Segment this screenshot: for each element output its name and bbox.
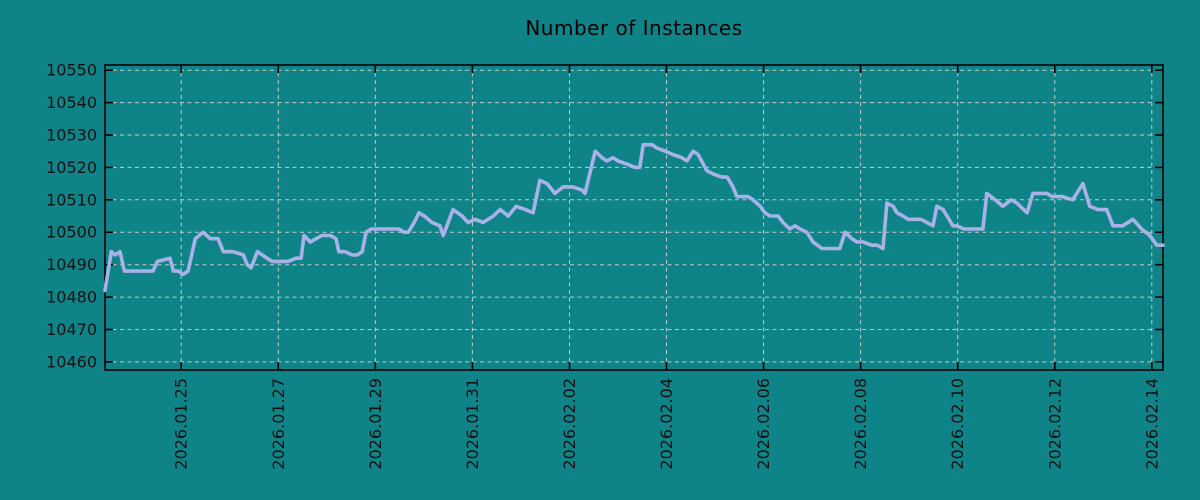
data-series-line <box>103 142 1165 293</box>
y-axis-tick-label: 10540 <box>46 93 97 112</box>
y-axis-tick-label: 10520 <box>46 158 97 177</box>
y-axis-tick-label: 10490 <box>46 255 97 274</box>
x-axis-tick-label: 2026.02.02 <box>560 378 579 470</box>
x-axis-tick-label: 2026.01.25 <box>172 378 191 470</box>
x-axis-tick-label: 2026.02.08 <box>851 378 870 470</box>
y-axis-tick-label: 10460 <box>46 352 97 371</box>
plot-frame <box>104 64 1164 371</box>
y-axis-tick-label: 10480 <box>46 288 97 307</box>
x-axis-tick-label: 2026.02.04 <box>657 378 676 470</box>
x-axis-tick-label: 2026.01.27 <box>269 378 288 470</box>
x-axis-tick-label: 2026.02.12 <box>1045 378 1064 470</box>
y-axis-tick-label: 10530 <box>46 126 97 145</box>
y-axis-tick-label: 10470 <box>46 320 97 339</box>
x-axis-tick-label: 2026.02.10 <box>948 378 967 470</box>
x-axis-tick-label: 2026.01.31 <box>463 378 482 470</box>
chart-title: Number of Instances <box>525 16 743 40</box>
y-axis-tick-label: 10510 <box>46 190 97 209</box>
y-axis-tick-label: 10550 <box>46 61 97 80</box>
x-axis-tick-label: 2026.02.06 <box>754 378 773 470</box>
y-axis-tick-label: 10500 <box>46 223 97 242</box>
x-axis-tick-label: 2026.02.14 <box>1142 378 1161 470</box>
x-axis-tick-label: 2026.01.29 <box>366 378 385 470</box>
